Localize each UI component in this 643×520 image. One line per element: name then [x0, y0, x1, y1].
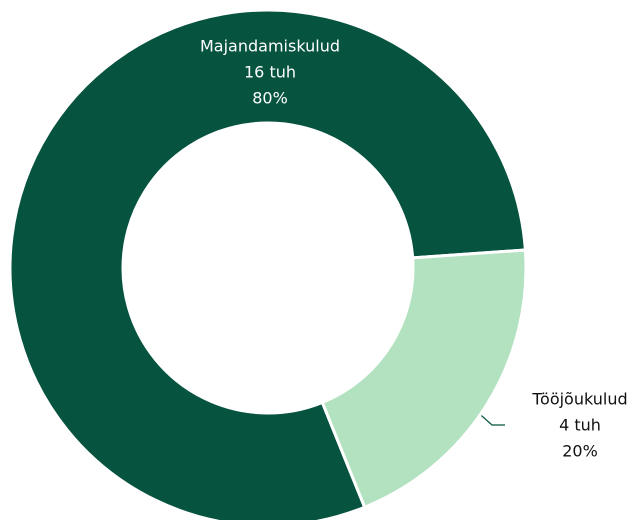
- percentage-label: 20%: [562, 442, 598, 461]
- value-label: 4 tuh: [559, 416, 601, 435]
- value-label: 16 tuh: [244, 63, 296, 82]
- slice-label: Majandamiskulud: [200, 37, 340, 56]
- slice: [320, 248, 528, 510]
- slice-label: Tööjõukulud: [531, 390, 627, 409]
- slice: [8, 8, 527, 520]
- percentage-label: 80%: [252, 89, 288, 108]
